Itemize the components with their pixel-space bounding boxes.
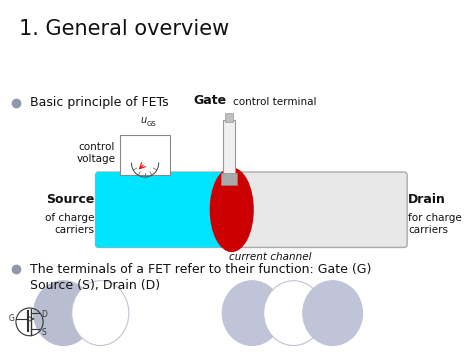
Text: u: u xyxy=(140,115,146,125)
Ellipse shape xyxy=(72,281,129,345)
Text: Drain: Drain xyxy=(408,193,446,206)
Ellipse shape xyxy=(264,281,323,345)
FancyBboxPatch shape xyxy=(96,172,407,247)
Text: Basic principle of FETs: Basic principle of FETs xyxy=(29,96,168,109)
Text: Source: Source xyxy=(46,193,95,206)
Bar xyxy=(221,173,237,185)
Text: carriers: carriers xyxy=(55,225,95,235)
Text: D: D xyxy=(41,310,47,319)
Text: for charge: for charge xyxy=(408,213,462,223)
FancyBboxPatch shape xyxy=(96,172,230,247)
Bar xyxy=(120,135,170,175)
Text: control
voltage: control voltage xyxy=(77,142,116,164)
Text: Source (S), Drain (D): Source (S), Drain (D) xyxy=(29,279,160,292)
Text: S: S xyxy=(41,328,46,337)
Bar xyxy=(223,120,235,180)
Text: of charge: of charge xyxy=(45,213,95,223)
Text: 1. General overview: 1. General overview xyxy=(19,19,229,39)
Text: current channel: current channel xyxy=(229,252,312,262)
Text: G: G xyxy=(8,315,14,323)
Text: control terminal: control terminal xyxy=(233,97,316,106)
Ellipse shape xyxy=(303,281,363,345)
Ellipse shape xyxy=(222,281,282,345)
Text: Gate: Gate xyxy=(194,94,227,106)
Ellipse shape xyxy=(34,281,93,345)
Bar xyxy=(225,113,233,122)
Text: The terminals of a FET refer to their function: Gate (G): The terminals of a FET refer to their fu… xyxy=(29,263,371,276)
Ellipse shape xyxy=(210,168,253,251)
Text: carriers: carriers xyxy=(408,225,448,235)
Text: GS: GS xyxy=(147,121,157,127)
